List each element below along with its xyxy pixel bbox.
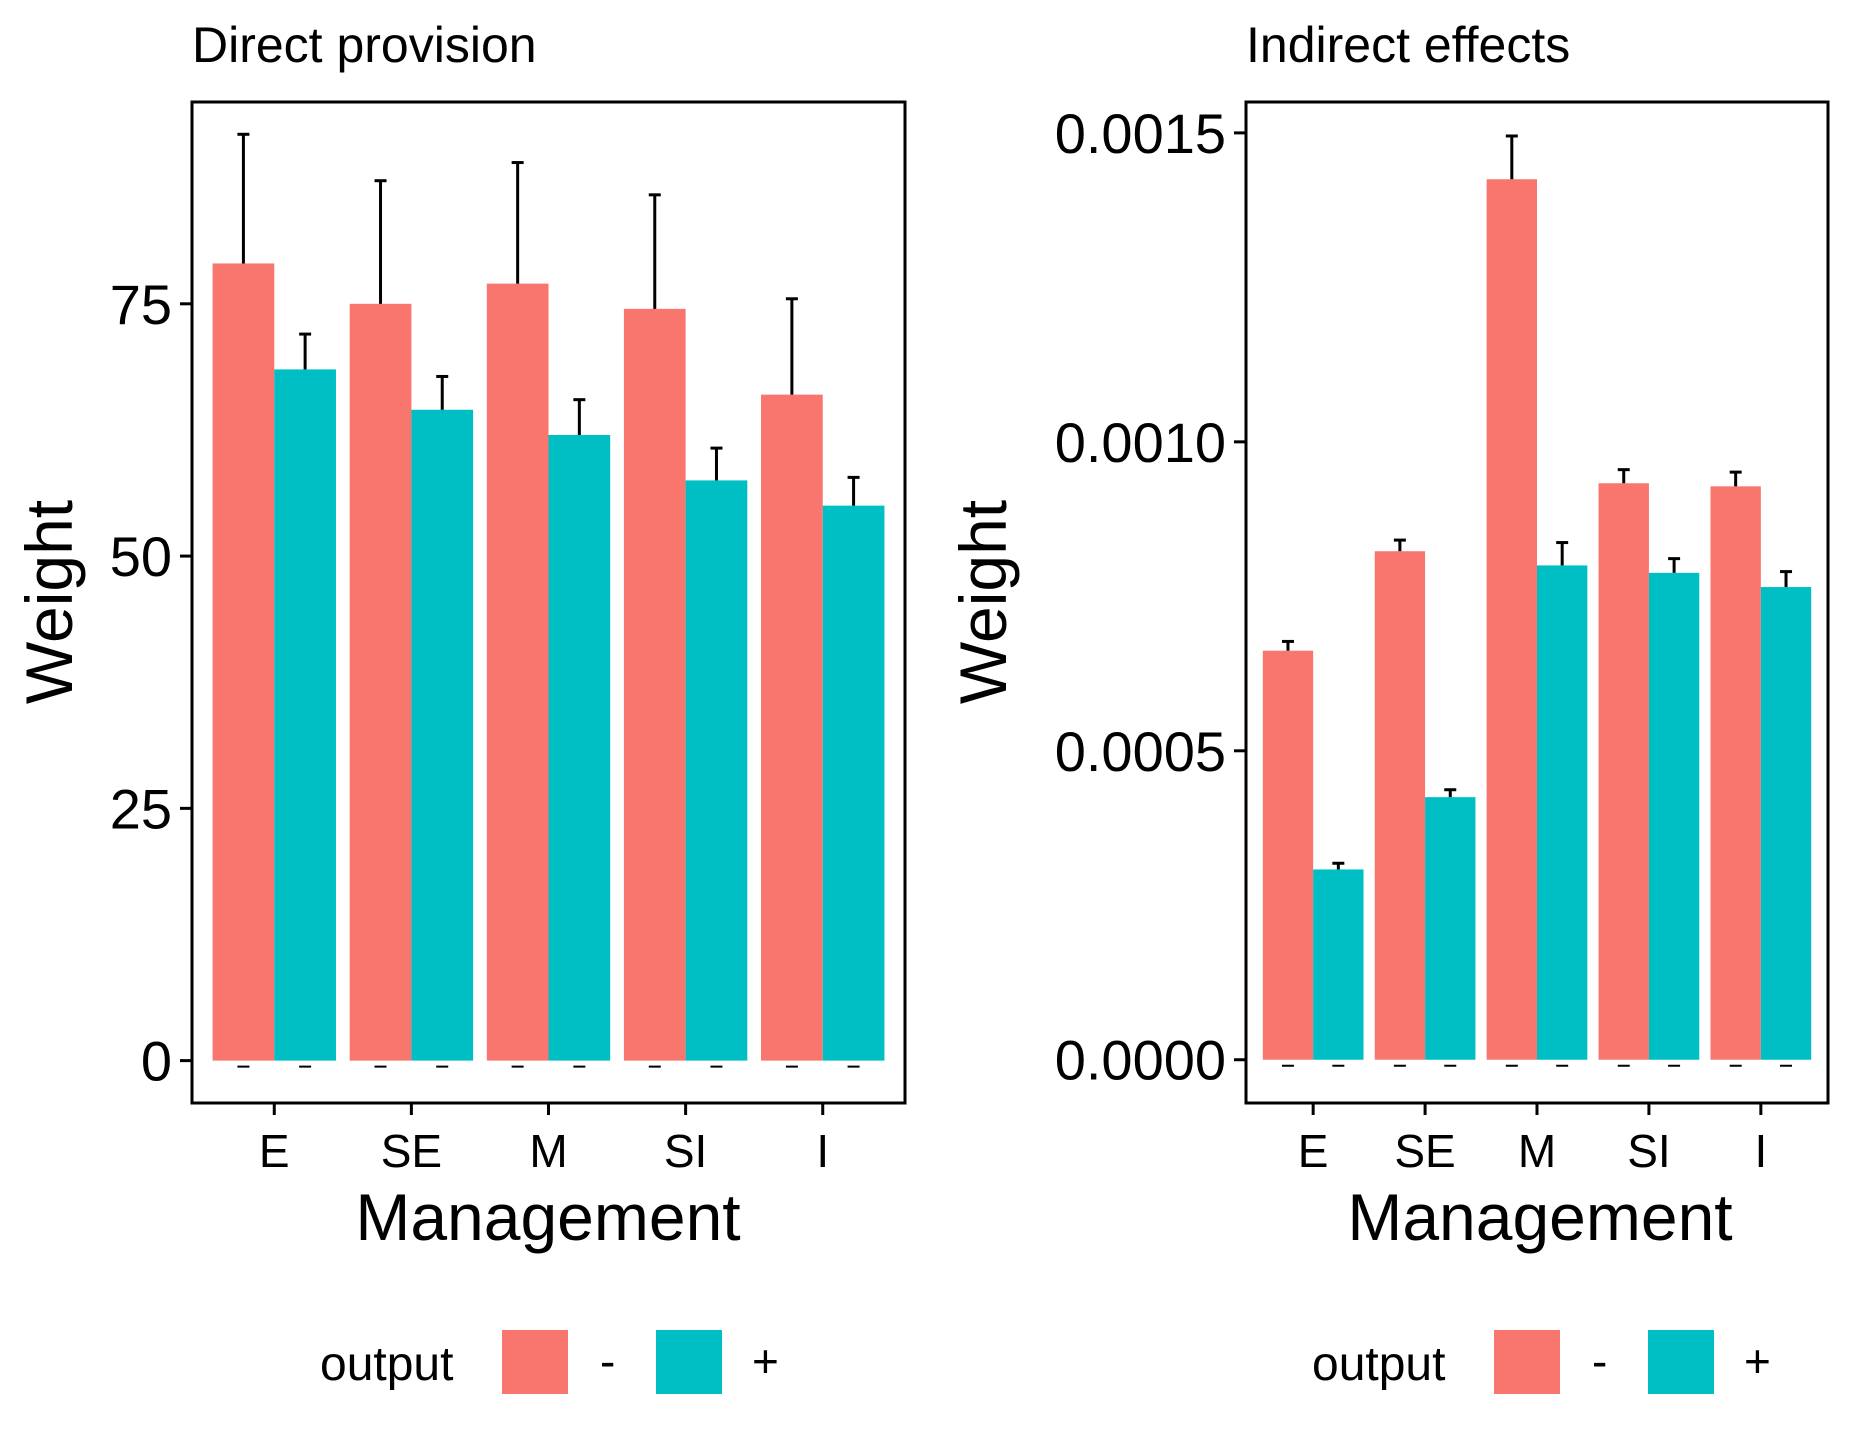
x-axis-title: Management [355,1180,740,1254]
chart-title: Direct provision [192,17,537,73]
legend: output - + [320,1330,779,1394]
error-bar [511,161,524,284]
x-axis-ticks: E SE M SI I [1298,1103,1767,1177]
legend-label-plus: + [752,1335,779,1387]
error-bar [710,446,723,481]
error-bar [648,193,661,309]
x-axis-ticks: E SE M SI I [259,1103,829,1177]
x-tick-label: I [816,1125,829,1177]
bar-minus-se [349,303,412,1061]
error-bar [1281,639,1294,651]
bars [212,132,885,1068]
error-bar [237,132,250,264]
y-tick-label: 75 [110,273,172,336]
error-bar [1505,134,1518,180]
legend-label-plus: + [1744,1335,1771,1387]
legend-key-plus [1648,1330,1714,1394]
bar-plus-m [548,434,611,1061]
bar-plus-e [1313,869,1364,1060]
legend-key-minus [502,1330,568,1394]
bar-minus-i [761,394,823,1061]
bar-plus-si [1648,572,1700,1060]
bar-minus-e [212,263,275,1061]
y-tick-label: 0.0010 [1055,411,1226,474]
y-tick-label: 50 [110,525,172,588]
bar-plus-m [1537,565,1588,1060]
x-axis-title: Management [1347,1180,1732,1254]
y-axis-ticks: 0 25 50 75 [110,273,192,1093]
legend: output - + [1312,1330,1771,1394]
y-axis-ticks: 0.0000 0.0005 0.0010 0.0015 [1055,102,1246,1092]
plot-frame [1244,100,1830,1105]
y-tick-label: 25 [110,777,172,840]
plot-frame [190,100,907,1105]
x-tick-label: I [1754,1125,1767,1177]
x-tick-label: SI [664,1125,707,1177]
x-tick-label: E [259,1125,290,1177]
bar-plus-si [685,480,748,1061]
x-tick-label: M [1518,1125,1556,1177]
chart-title: Indirect effects [1246,17,1570,73]
bar-plus-se [411,409,474,1061]
y-tick-label: 0.0005 [1055,720,1226,783]
x-tick-label: SI [1627,1125,1670,1177]
error-bar [847,475,860,506]
y-tick-label: 0 [141,1030,172,1093]
legend-title: output [1312,1338,1445,1391]
y-axis-title: Weight [946,500,1020,704]
bar-minus-e [1262,650,1314,1060]
bar-minus-m [486,283,549,1061]
bar-plus-se [1425,797,1476,1060]
x-tick-label: E [1298,1125,1329,1177]
y-tick-label: 0.0015 [1055,102,1226,165]
legend-label-minus: - [1592,1335,1607,1387]
error-bar [1780,570,1793,588]
error-bar [1729,470,1742,487]
error-bar [1617,468,1630,484]
error-bar [1332,861,1345,870]
error-bar [1556,541,1569,566]
legend-title: output [320,1338,453,1391]
bars [1262,134,1812,1067]
bar-minus-si [623,308,686,1061]
bar-minus-si [1598,483,1649,1060]
bar-minus-m [1486,179,1537,1060]
y-tick-label: 0.0000 [1055,1029,1226,1092]
legend-key-minus [1494,1330,1560,1394]
legend-key-plus [656,1330,722,1394]
bar-plus-i [1760,587,1812,1060]
error-bar [374,179,387,304]
error-bar [299,332,312,370]
y-axis-title: Weight [12,500,86,704]
error-bar [1444,788,1457,798]
error-bar [1393,538,1406,552]
x-tick-label: SE [1394,1125,1455,1177]
bar-minus-se [1374,551,1426,1060]
error-bar [573,398,586,435]
bar-minus-i [1710,486,1761,1060]
x-tick-label: SE [381,1125,442,1177]
x-tick-label: M [529,1125,567,1177]
bar-plus-i [822,505,885,1061]
legend-label-minus: - [600,1335,615,1387]
bar-plus-e [274,369,336,1061]
error-bar [436,374,449,410]
error-bar [785,297,798,395]
panel-indirect-effects: Indirect effects 0.0000 0.0005 0.0010 0.001… [946,17,1830,1394]
error-bar [1668,557,1681,573]
